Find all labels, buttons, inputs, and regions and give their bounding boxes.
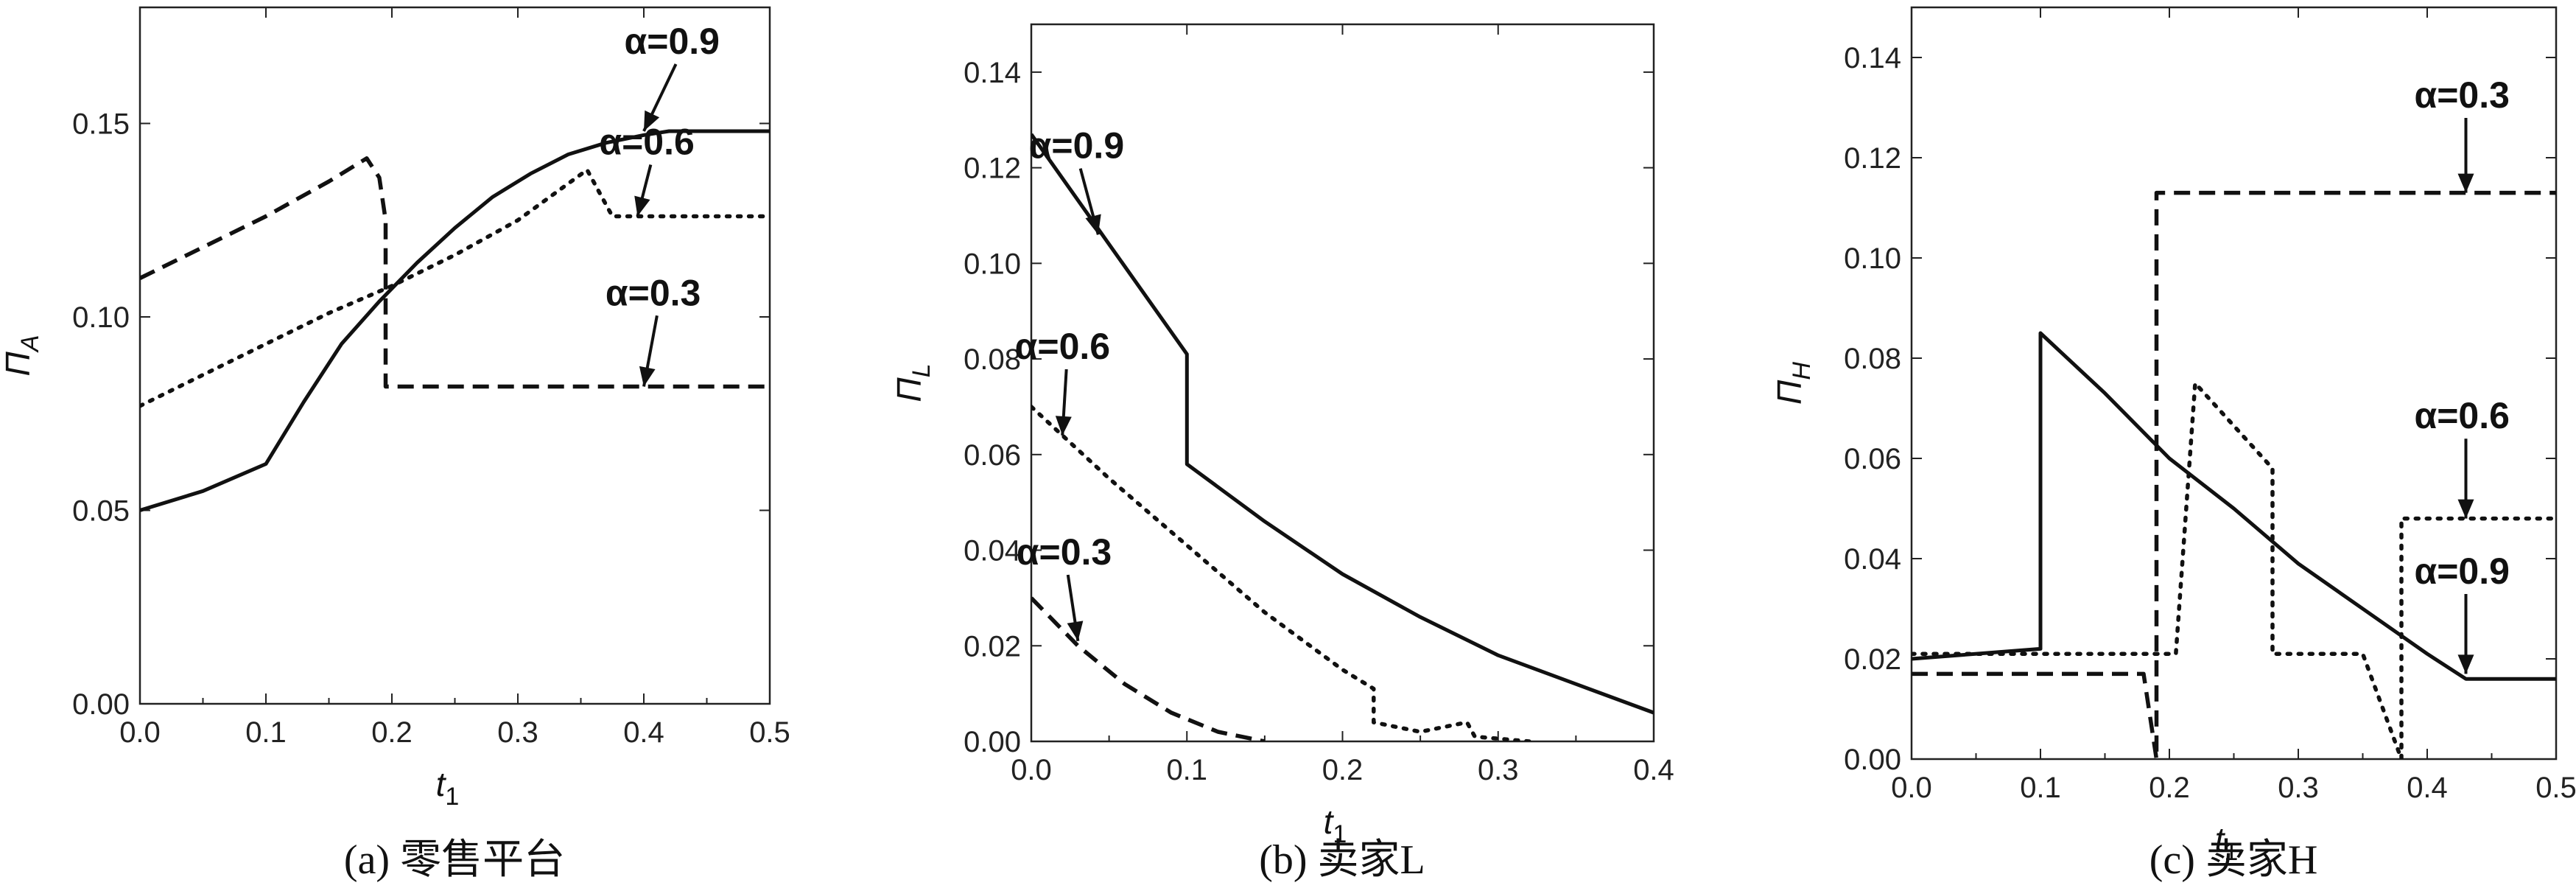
- series-line-alpha-0.6: [1031, 405, 1531, 741]
- y-axis-label: ΠA: [0, 335, 44, 376]
- x-tick-label: 0.3: [1478, 754, 1519, 786]
- y-tick-label: 0.06: [1844, 443, 1901, 475]
- y-tick-label: 0.08: [964, 343, 1021, 376]
- x-tick-label: 0.1: [245, 716, 287, 749]
- annotation-label: α=0.6: [1015, 326, 1110, 367]
- y-tick-label: 0.05: [72, 495, 130, 528]
- annotation-arrow-head: [2457, 654, 2474, 674]
- x-axis-label-sub: 1: [2224, 838, 2238, 866]
- x-axis-label-main: t: [2215, 820, 2226, 859]
- x-tick-label: 0.0: [1011, 754, 1052, 786]
- annotation-arrow-head: [2457, 499, 2474, 519]
- x-axis-label-sub: 1: [445, 783, 459, 811]
- annotation-arrow-head: [1067, 621, 1084, 641]
- series-line-alpha-0.3: [1031, 596, 1266, 741]
- x-tick-label: 0.4: [2407, 772, 2448, 804]
- annotation-label: α=0.9: [2415, 551, 2510, 592]
- y-tick-label: 0.12: [964, 153, 1021, 185]
- y-tick-label: 0.08: [1844, 343, 1901, 375]
- annotation-label: α=0.9: [1029, 125, 1124, 167]
- panel-c-seller-h: 0.0 0.1 0.2 0.3 0.4 0.5 0.00 0.02 0.04 0.06 0.08 0.…: [1770, 6, 2576, 883]
- y-tick-label: 0.10: [72, 301, 130, 334]
- series-line-alpha-0.9: [1031, 133, 1654, 715]
- panel-a-retail-platform: 0.0 0.1 0.2 0.3 0.4 0.50.000.050.100.15t1ΠAα=…: [0, 6, 790, 883]
- x-axis-label: t1: [1324, 803, 1347, 848]
- y-tick-label: 0.02: [1844, 643, 1901, 676]
- series-line-alpha-0.9: [140, 129, 770, 512]
- plot-frame: [1030, 23, 1655, 743]
- x-tick-label: 0.5: [2535, 772, 2576, 804]
- x-axis-label-sub: 1: [1333, 820, 1347, 848]
- x-tick-label: 0.5: [749, 716, 790, 749]
- panel-caption: (c) 卖家H: [2149, 837, 2318, 883]
- annotation-arrow-head: [644, 110, 660, 131]
- annotation-arrow-head: [639, 366, 656, 387]
- annotation-arrow-head: [2457, 173, 2474, 193]
- x-tick-label: 0.1: [1166, 754, 1207, 786]
- y-axis-label-sub: H: [1788, 362, 1816, 380]
- y-axis-label: ΠH: [1770, 362, 1816, 405]
- y-axis-label-main: Π: [890, 377, 928, 402]
- x-tick-label: 0.2: [371, 716, 413, 749]
- y-tick-label: 0.14: [964, 57, 1021, 89]
- panel-caption: (a) 零售平台: [344, 837, 565, 883]
- x-tick-label: 0.1: [2020, 772, 2061, 804]
- x-tick-label: 0.3: [2278, 772, 2319, 804]
- x-tick-label: 0.4: [623, 716, 664, 749]
- x-tick-label: 0.4: [1633, 754, 1674, 786]
- x-tick-label: 0.0: [119, 716, 161, 749]
- annotation-arrow-head: [1085, 214, 1101, 235]
- y-tick-label: 0.02: [964, 630, 1021, 663]
- y-tick-label: 0.00: [1844, 744, 1901, 776]
- y-tick-label: 0.04: [1844, 543, 1901, 576]
- x-axis-label: t1: [2215, 820, 2239, 866]
- annotation-label: α=0.3: [2415, 74, 2510, 116]
- y-axis-label-main: Π: [1770, 380, 1808, 405]
- panel-b-seller-l: 0.0 0.1 0.2 0.3 0.4 0.00 0.02 0.04 0.06 0.08 0.10 0…: [890, 23, 1674, 883]
- x-tick-label: 0.3: [497, 716, 538, 749]
- y-axis-label: ΠL: [890, 363, 936, 402]
- series-line-alpha-0.6: [1912, 381, 2556, 759]
- y-tick-label: 0.00: [72, 688, 130, 721]
- y-axis-label-main: Π: [0, 352, 37, 377]
- y-tick-label: 0.12: [1844, 142, 1901, 175]
- annotation-arrow-head: [1055, 416, 1072, 436]
- y-tick-label: 0.00: [964, 726, 1021, 758]
- panel-caption: (b) 卖家L: [1259, 837, 1425, 883]
- y-tick-label: 0.10: [964, 248, 1021, 280]
- annotation-label: α=0.6: [599, 122, 694, 163]
- annotation-label: α=0.9: [625, 21, 720, 62]
- y-axis-label-sub: A: [16, 335, 44, 353]
- series-line-alpha-0.6: [140, 167, 770, 408]
- y-axis-label-sub: L: [908, 363, 936, 377]
- x-axis-label-main: t: [1324, 803, 1335, 841]
- plot-frame: [138, 6, 771, 705]
- x-tick-label: 0.2: [1322, 754, 1364, 786]
- y-tick-label: 0.14: [1844, 42, 1901, 74]
- annotation-label: α=0.3: [1017, 531, 1112, 573]
- y-tick-label: 0.06: [964, 439, 1021, 472]
- series-line-alpha-0.9: [1912, 331, 2556, 681]
- series-line-alpha-0.3: [1912, 190, 2556, 759]
- annotation-arrow-head: [634, 195, 650, 217]
- y-tick-label: 0.10: [1844, 242, 1901, 275]
- annotation-label: α=0.3: [606, 272, 701, 313]
- x-tick-label: 0.2: [2149, 772, 2190, 804]
- y-tick-label: 0.15: [72, 108, 130, 141]
- x-axis-label: t1: [436, 765, 460, 811]
- x-axis-label-main: t: [436, 765, 447, 803]
- series-line-alpha-0.3: [140, 156, 770, 389]
- x-tick-label: 0.0: [1891, 772, 1932, 804]
- annotation-label: α=0.6: [2415, 395, 2510, 436]
- plot-frame: [1910, 6, 2558, 761]
- y-tick-label: 0.04: [964, 535, 1021, 567]
